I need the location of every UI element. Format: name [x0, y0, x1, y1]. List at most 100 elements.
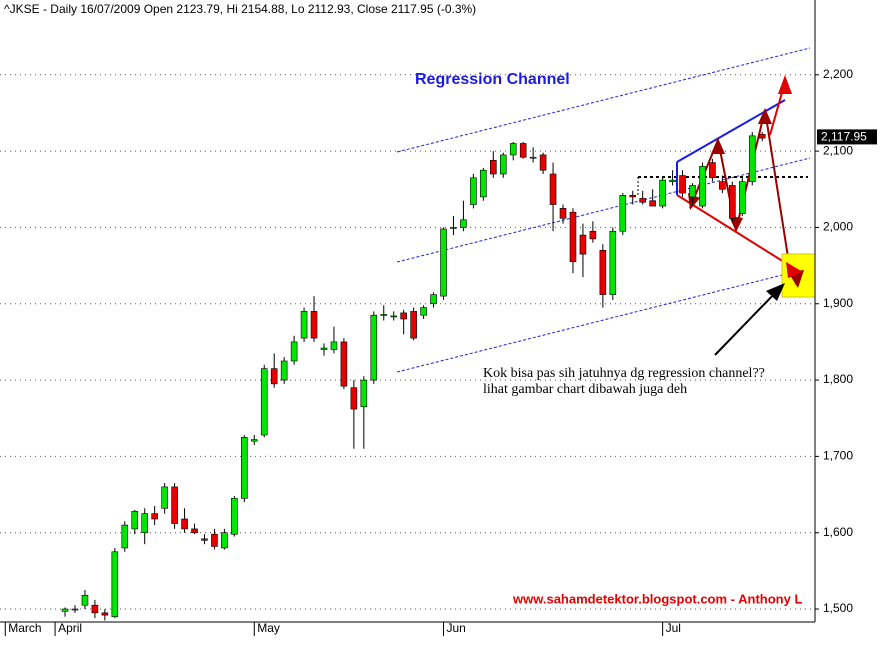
- candle-body: [689, 185, 696, 198]
- x-tick-label: April: [58, 621, 82, 635]
- candle-body: [609, 230, 617, 295]
- candle-body: [669, 179, 676, 182]
- candle-body: [390, 315, 397, 318]
- candle-body: [599, 250, 607, 295]
- candle-body: [430, 294, 437, 305]
- upper-trend: [676, 99, 786, 163]
- candle-body: [440, 228, 447, 297]
- arrow-head: [688, 193, 700, 210]
- candle-body: [639, 198, 646, 203]
- candle-body: [231, 498, 238, 535]
- candle-body: [420, 307, 427, 316]
- candle-body: [310, 311, 318, 339]
- candle-body: [101, 612, 109, 616]
- candle-body: [758, 134, 766, 139]
- candle-body: [739, 181, 746, 214]
- candle-body: [549, 173, 557, 205]
- candle-body: [300, 311, 308, 339]
- candle-body: [748, 135, 756, 182]
- y-tick-label: 1,600: [823, 525, 853, 539]
- candle-body: [241, 437, 248, 499]
- candle-body: [480, 169, 487, 198]
- y-tick-label: 2,100: [823, 143, 853, 157]
- candle-body: [649, 200, 656, 207]
- axes: 1,500 1,600 1,700 1,800 1,900 2,000 2,100 2,200…: [4, 67, 877, 636]
- x-tick-label: Jul: [666, 621, 681, 635]
- candle-body: [400, 312, 407, 320]
- candle-body: [161, 486, 168, 509]
- y-tick-label: 1,900: [823, 296, 853, 310]
- candle-body: [91, 604, 99, 614]
- drawings: [396, 47, 816, 373]
- candle-body: [131, 511, 139, 530]
- candle-body: [460, 219, 467, 228]
- red-line: [676, 194, 801, 273]
- candle-body: [350, 387, 358, 410]
- candle-body: [340, 341, 348, 387]
- candle-body: [699, 166, 706, 207]
- candle-body: [579, 234, 587, 255]
- candle-body: [709, 162, 716, 179]
- candle-body: [559, 208, 567, 219]
- candle-body: [151, 513, 158, 520]
- candle-body: [629, 195, 637, 198]
- candle-body: [111, 551, 119, 617]
- y-tick-label: 2,200: [823, 67, 853, 81]
- channel-middle: [396, 157, 811, 263]
- candle-body: [250, 439, 258, 442]
- candle-body: [360, 379, 368, 408]
- last-price-box: [817, 129, 877, 145]
- x-tick-label: March: [8, 621, 41, 635]
- note-line: lihat gambar chart dibawah juga deh: [483, 382, 687, 397]
- candle-body: [410, 311, 417, 339]
- candle-body: [290, 341, 298, 362]
- candle-body: [191, 528, 198, 534]
- y-tick-label: 1,800: [823, 372, 853, 386]
- arrow-head: [711, 138, 725, 154]
- note-line: Kok bisa pas sih jatuhnya dg regression …: [483, 366, 765, 381]
- candle-body: [470, 177, 477, 205]
- candles: [61, 132, 766, 621]
- candle-body: [171, 486, 178, 524]
- candle-body: [141, 513, 149, 534]
- candle-body: [71, 608, 79, 611]
- candle-body: [719, 181, 726, 190]
- candle-body: [519, 143, 527, 158]
- candle-body: [221, 532, 228, 549]
- channel-lower: [396, 267, 811, 373]
- x-tick-label: May: [257, 621, 280, 635]
- candle-body: [619, 195, 627, 232]
- candle-body: [539, 154, 547, 171]
- candle-body: [490, 159, 497, 175]
- candle-body: [280, 360, 288, 381]
- candle-body: [529, 156, 537, 159]
- candle-body: [370, 314, 378, 381]
- x-tick-label: Jun: [447, 621, 466, 635]
- candle-body: [589, 230, 597, 240]
- arrow-head: [766, 283, 785, 301]
- candle-body: [181, 518, 188, 530]
- candle-body: [201, 538, 208, 541]
- chart-title: ^JKSE - Daily 16/07/2009 Open 2123.79, H…: [4, 2, 476, 16]
- channel-label: Regression Channel: [415, 71, 570, 88]
- candle-body: [499, 154, 507, 175]
- candle-body: [260, 368, 268, 436]
- y-tick-label: 1,500: [823, 601, 853, 615]
- candle-body: [569, 211, 577, 263]
- y-tick-label: 2,000: [823, 220, 853, 234]
- credit: www.sahamdetektor.blogspot.com - Anthony…: [512, 591, 802, 606]
- last-price-label: 2,117.95: [821, 130, 867, 144]
- candle-body: [81, 594, 89, 606]
- y-tick-label: 1,700: [823, 449, 853, 463]
- candle-body: [61, 608, 69, 612]
- candle-body: [659, 179, 666, 207]
- candle-body: [211, 533, 218, 547]
- arrow-head: [758, 108, 772, 124]
- candle-body: [330, 341, 338, 350]
- candle-body: [729, 185, 736, 219]
- candle-body: [270, 368, 278, 385]
- grid: [0, 74, 815, 610]
- candle-body: [509, 143, 517, 156]
